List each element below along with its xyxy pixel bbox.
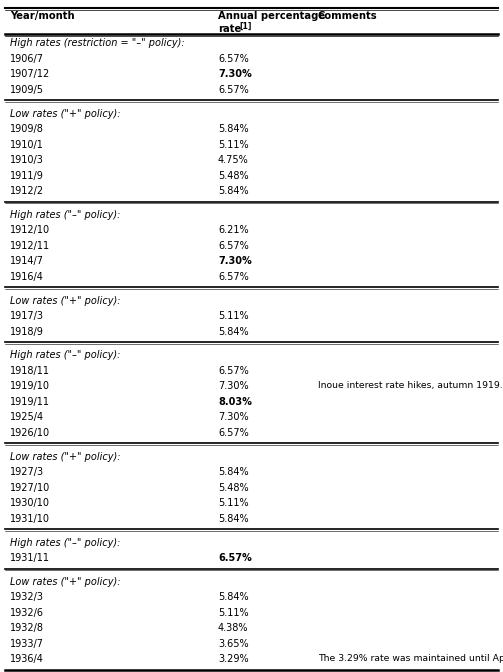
Text: Low rates ("+" policy):: Low rates ("+" policy): xyxy=(10,109,121,118)
Text: 5.84%: 5.84% xyxy=(218,467,248,477)
Text: 5.84%: 5.84% xyxy=(218,514,248,523)
Text: 1911/9: 1911/9 xyxy=(10,171,44,181)
Text: 1912/10: 1912/10 xyxy=(10,225,50,235)
Text: 1914/7: 1914/7 xyxy=(10,256,44,266)
Text: 5.84%: 5.84% xyxy=(218,327,248,337)
Text: High rates (restriction = "–" policy):: High rates (restriction = "–" policy): xyxy=(10,38,185,48)
Text: 4.38%: 4.38% xyxy=(218,624,248,633)
Text: 1927/3: 1927/3 xyxy=(10,467,44,477)
Text: 6.57%: 6.57% xyxy=(218,85,249,95)
Text: Low rates ("+" policy):: Low rates ("+" policy): xyxy=(10,577,121,587)
Text: rate: rate xyxy=(218,24,241,34)
Text: 1933/7: 1933/7 xyxy=(10,639,44,649)
Text: 3.65%: 3.65% xyxy=(218,639,248,649)
Text: 8.03%: 8.03% xyxy=(218,397,252,407)
Text: 6.57%: 6.57% xyxy=(218,54,249,64)
Text: 1931/10: 1931/10 xyxy=(10,514,50,523)
Text: 1910/1: 1910/1 xyxy=(10,140,44,150)
Text: The 3.29% rate was maintained until April 1946.: The 3.29% rate was maintained until Apri… xyxy=(318,655,503,663)
Text: 1912/2: 1912/2 xyxy=(10,186,44,196)
Text: 7.30%: 7.30% xyxy=(218,256,252,266)
Text: 1918/9: 1918/9 xyxy=(10,327,44,337)
Text: 7.30%: 7.30% xyxy=(218,413,248,423)
Text: 1927/10: 1927/10 xyxy=(10,482,50,493)
Text: 7.30%: 7.30% xyxy=(218,382,248,392)
Text: 5.11%: 5.11% xyxy=(218,140,248,150)
Text: Low rates ("+" policy):: Low rates ("+" policy): xyxy=(10,296,121,306)
Text: 1909/8: 1909/8 xyxy=(10,124,44,134)
Text: 1931/11: 1931/11 xyxy=(10,553,50,563)
Text: 5.11%: 5.11% xyxy=(218,311,248,321)
Text: Comments: Comments xyxy=(318,11,378,21)
Text: Annual percentage: Annual percentage xyxy=(218,11,325,21)
Text: 6.57%: 6.57% xyxy=(218,428,249,438)
Text: 1918/11: 1918/11 xyxy=(10,366,50,376)
Text: High rates ("–" policy):: High rates ("–" policy): xyxy=(10,210,120,220)
Text: 1906/7: 1906/7 xyxy=(10,54,44,64)
Text: [1]: [1] xyxy=(239,22,252,31)
Text: 1936/4: 1936/4 xyxy=(10,655,44,665)
Text: 6.57%: 6.57% xyxy=(218,241,249,251)
Text: 7.30%: 7.30% xyxy=(218,69,252,79)
Text: 1932/8: 1932/8 xyxy=(10,624,44,633)
Text: 1932/6: 1932/6 xyxy=(10,608,44,618)
Text: 1919/11: 1919/11 xyxy=(10,397,50,407)
Text: 1919/10: 1919/10 xyxy=(10,382,50,392)
Text: High rates ("–" policy):: High rates ("–" policy): xyxy=(10,351,120,360)
Text: 6.57%: 6.57% xyxy=(218,272,249,282)
Text: 1907/12: 1907/12 xyxy=(10,69,50,79)
Text: Low rates ("+" policy):: Low rates ("+" policy): xyxy=(10,452,121,462)
Text: 1926/10: 1926/10 xyxy=(10,428,50,438)
Text: 1925/4: 1925/4 xyxy=(10,413,44,423)
Text: 6.57%: 6.57% xyxy=(218,553,252,563)
Text: 3.29%: 3.29% xyxy=(218,655,248,665)
Text: 1912/11: 1912/11 xyxy=(10,241,50,251)
Text: 1916/4: 1916/4 xyxy=(10,272,44,282)
Text: Year/month: Year/month xyxy=(10,11,74,21)
Text: 1909/5: 1909/5 xyxy=(10,85,44,95)
Text: 1917/3: 1917/3 xyxy=(10,311,44,321)
Text: 6.57%: 6.57% xyxy=(218,366,249,376)
Text: 5.48%: 5.48% xyxy=(218,171,248,181)
Text: High rates ("–" policy):: High rates ("–" policy): xyxy=(10,538,120,548)
Text: 1932/3: 1932/3 xyxy=(10,592,44,602)
Text: 4.75%: 4.75% xyxy=(218,155,249,165)
Text: 5.84%: 5.84% xyxy=(218,124,248,134)
Text: Inoue interest rate hikes, autumn 1919.: Inoue interest rate hikes, autumn 1919. xyxy=(318,382,502,390)
Text: 1910/3: 1910/3 xyxy=(10,155,44,165)
Text: 1930/10: 1930/10 xyxy=(10,498,50,508)
Text: 5.84%: 5.84% xyxy=(218,186,248,196)
Text: 5.48%: 5.48% xyxy=(218,482,248,493)
Text: 5.11%: 5.11% xyxy=(218,498,248,508)
Text: 5.11%: 5.11% xyxy=(218,608,248,618)
Text: 6.21%: 6.21% xyxy=(218,225,248,235)
Text: 5.84%: 5.84% xyxy=(218,592,248,602)
